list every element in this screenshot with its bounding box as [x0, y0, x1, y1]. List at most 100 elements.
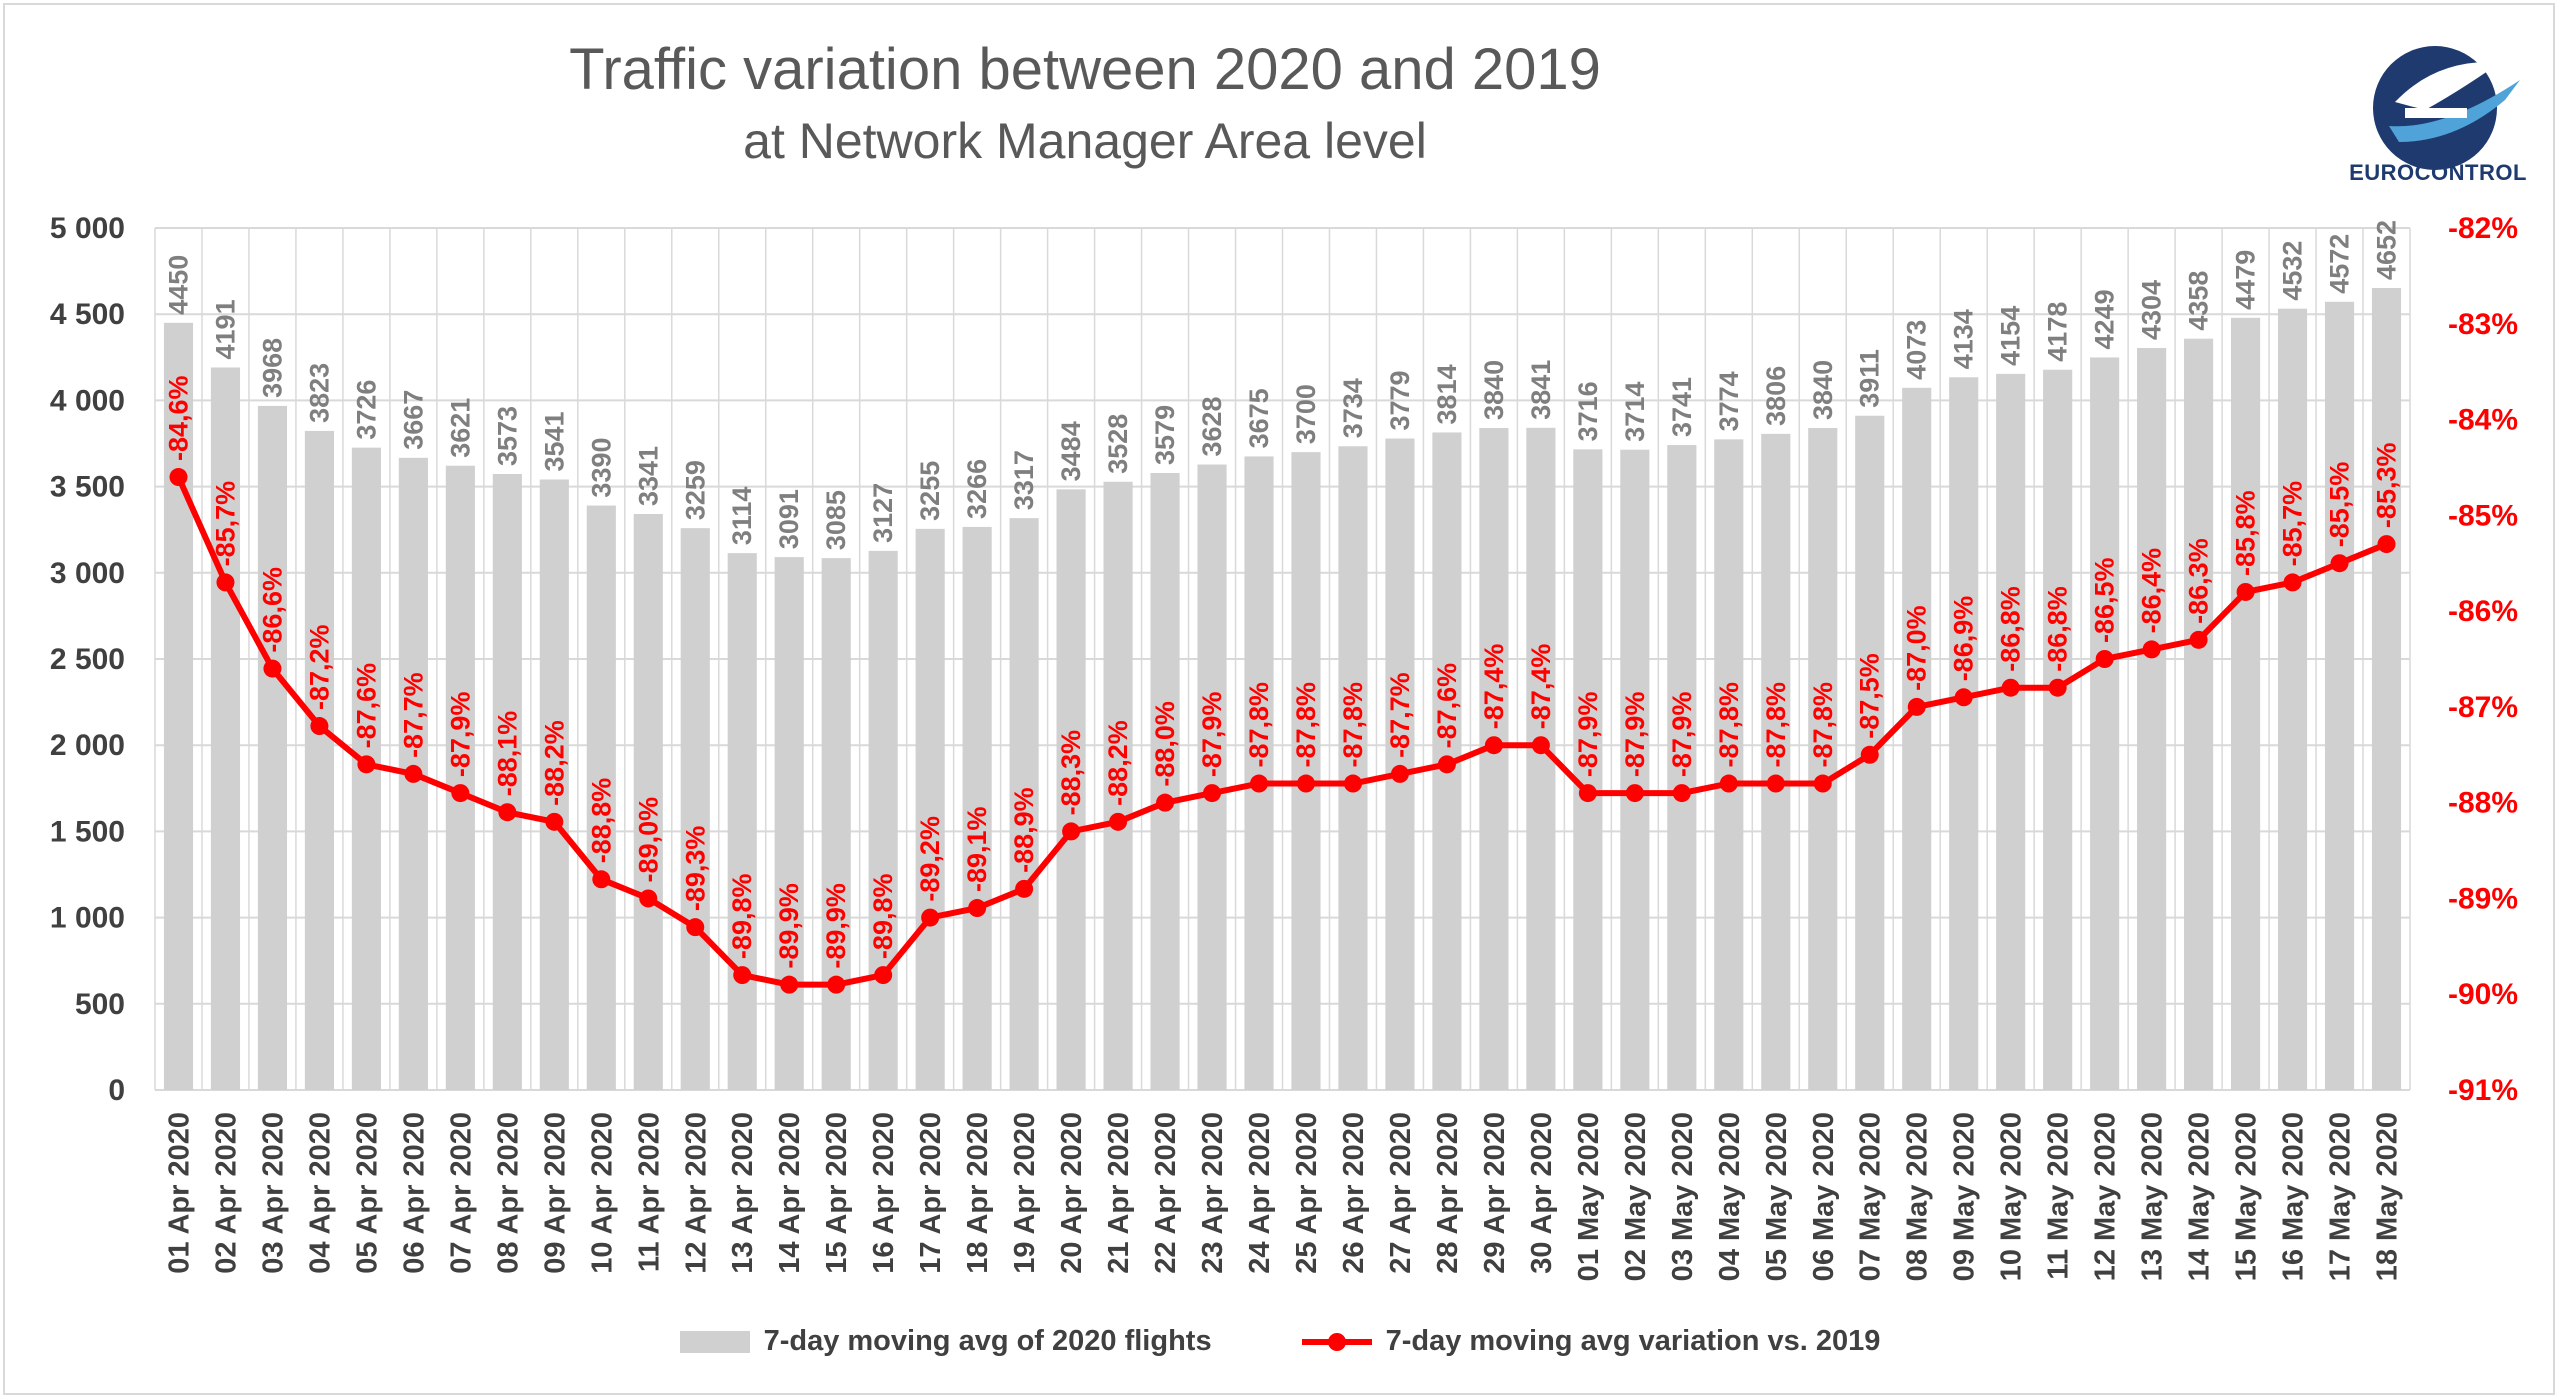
x-tick-label: 28 Apr 2020: [1432, 1112, 1464, 1274]
line-label: -85,7%: [210, 481, 240, 567]
line-point: [686, 918, 705, 937]
line-label: -88,2%: [539, 720, 569, 806]
line-label: -87,8%: [1808, 682, 1838, 768]
y-left-tick-label: 500: [75, 988, 125, 1021]
y-right-tick-label: -86%: [2448, 595, 2518, 628]
x-tick-label: 05 Apr 2020: [351, 1112, 383, 1274]
line-label: -89,0%: [633, 797, 663, 883]
bar-label: 3341: [633, 446, 663, 506]
bar-label: 3774: [1714, 371, 1744, 431]
bar: [1291, 452, 1321, 1090]
bar-label: 4652: [2372, 220, 2402, 280]
line-point: [1625, 784, 1644, 803]
line-point: [1109, 812, 1128, 831]
line-label: -89,3%: [680, 826, 710, 912]
x-tick-label: 09 Apr 2020: [539, 1112, 571, 1274]
bar-label: 4572: [2325, 234, 2355, 294]
x-tick-label: 19 Apr 2020: [1009, 1112, 1041, 1274]
bar-label: 3806: [1761, 366, 1791, 426]
line-label: -89,1%: [962, 806, 992, 892]
bar-label: 4358: [2184, 271, 2214, 331]
bar-label: 3266: [962, 459, 992, 519]
line-point: [1578, 784, 1597, 803]
legend-label-line: 7-day moving avg variation vs. 2019: [1385, 1325, 1881, 1357]
line-label: -87,9%: [445, 692, 475, 778]
line-point: [2330, 554, 2349, 573]
bar: [1761, 433, 1791, 1091]
x-tick-label: 25 Apr 2020: [1291, 1112, 1323, 1274]
y-left-tick-label: 1 500: [50, 815, 125, 848]
bar: [1996, 373, 2026, 1090]
x-tick-label: 04 Apr 2020: [304, 1112, 336, 1274]
line-label: -87,9%: [1573, 692, 1603, 778]
line-label: -85,5%: [2325, 462, 2355, 548]
bar: [1338, 446, 1368, 1090]
bar-label: 3741: [1667, 377, 1697, 437]
eurocontrol-logo-icon: [2373, 46, 2520, 170]
line-point: [1156, 793, 1175, 812]
x-tick-label: 07 May 2020: [1855, 1112, 1887, 1281]
bar-label: 4304: [2137, 280, 2167, 340]
line-label: -87,8%: [1714, 682, 1744, 768]
bar: [1150, 472, 1180, 1090]
x-tick-label: 11 May 2020: [2043, 1112, 2075, 1280]
bar: [163, 322, 194, 1090]
logo-text: EUROCONTROL: [2349, 160, 2527, 185]
bar-label: 3259: [680, 460, 710, 520]
bar-label: 4532: [2278, 241, 2308, 301]
bar: [210, 367, 241, 1091]
bar-label: 3528: [1103, 414, 1133, 474]
bar: [1620, 449, 1650, 1090]
line-point: [263, 659, 282, 678]
bar-label: 3621: [445, 398, 475, 458]
bar-label: 4191: [210, 299, 240, 359]
line-label: -84,6%: [163, 375, 193, 461]
x-tick-label: 30 Apr 2020: [1526, 1112, 1558, 1274]
x-tick-label: 21 Apr 2020: [1103, 1112, 1135, 1274]
x-tick-label: 02 May 2020: [1620, 1112, 1652, 1281]
line-point: [1484, 736, 1503, 755]
line-label: -86,4%: [2137, 548, 2167, 634]
line-label: -89,2%: [915, 816, 945, 902]
bar-label: 3091: [774, 489, 804, 549]
bar-label: 3085: [821, 490, 851, 550]
bar: [680, 528, 710, 1090]
bar-label: 3714: [1620, 382, 1650, 442]
line-point: [169, 468, 188, 487]
line-point: [2048, 678, 2067, 697]
line-point: [1860, 745, 1879, 764]
x-tick-label: 13 Apr 2020: [727, 1112, 759, 1274]
bar: [633, 514, 663, 1090]
bar: [1197, 464, 1227, 1090]
line-label: -86,8%: [1996, 586, 2026, 672]
x-tick-label: 26 Apr 2020: [1338, 1112, 1370, 1274]
bar-label: 3628: [1197, 396, 1227, 456]
line-label: -86,9%: [1949, 596, 1979, 682]
bar: [539, 479, 569, 1090]
line-point: [2001, 678, 2020, 697]
line-label: -89,9%: [821, 883, 851, 969]
x-tick-label: 03 Apr 2020: [257, 1112, 289, 1274]
y-left-tick-label: 3 000: [50, 557, 125, 590]
bar: [1056, 489, 1086, 1090]
line-point: [498, 803, 517, 822]
bar: [821, 558, 851, 1090]
line-label: -87,7%: [1385, 672, 1415, 758]
x-tick-label: 17 Apr 2020: [915, 1112, 947, 1274]
bar: [915, 528, 945, 1090]
line-label: -87,9%: [1197, 692, 1227, 778]
line-point: [1390, 764, 1409, 783]
x-tick-label: 02 Apr 2020: [210, 1112, 242, 1274]
bar-label: 3840: [1808, 360, 1838, 420]
bar-label: 3484: [1056, 421, 1086, 481]
x-tick-label: 18 Apr 2020: [962, 1112, 994, 1274]
x-tick-label: 15 May 2020: [2231, 1112, 2263, 1281]
bar-label: 3127: [868, 483, 898, 543]
bar-label: 3114: [727, 487, 757, 546]
bar: [1667, 445, 1697, 1090]
line-label: -87,2%: [304, 624, 334, 710]
line-label: -88,1%: [492, 711, 522, 797]
bar: [2043, 369, 2073, 1091]
line-label: -87,8%: [1338, 682, 1368, 768]
x-tick-label: 06 Apr 2020: [398, 1112, 430, 1274]
